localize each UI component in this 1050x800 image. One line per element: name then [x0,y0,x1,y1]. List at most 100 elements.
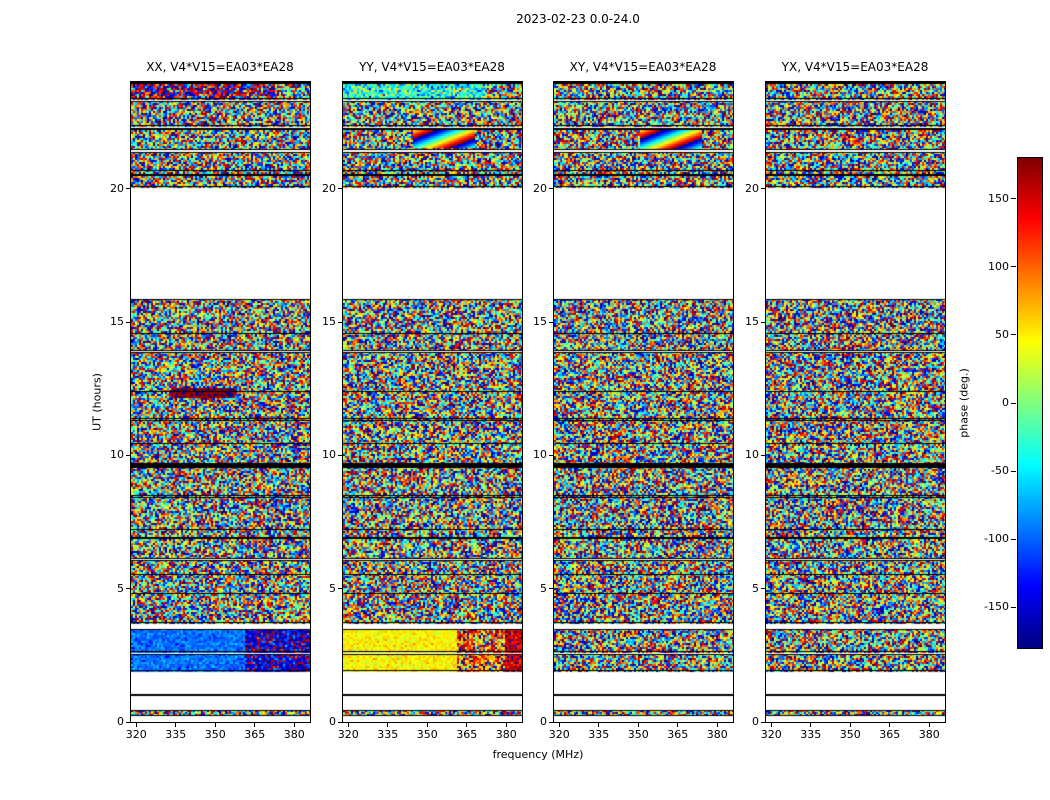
y-tick-label: 0 [117,715,124,728]
y-tick-mark [761,454,765,456]
x-tick-label: 320 [548,728,570,741]
x-tick-label: 380 [495,728,517,741]
x-tick-label: 320 [760,728,782,741]
colorbar-tick-mark [1011,606,1016,608]
y-tick-label: 10 [110,448,124,462]
y-tick-mark [761,588,765,590]
x-tick-mark [214,723,216,727]
colorbar-tick-mark [1011,198,1016,200]
x-tick-mark [387,723,389,727]
x-tick-label: 380 [706,728,728,741]
y-tick-label: 10 [745,448,759,462]
colorbar [1017,157,1043,649]
x-tick-mark [505,723,507,727]
x-tick-mark [677,723,679,727]
x-tick-mark [558,723,560,727]
x-tick-label: 365 [879,728,901,741]
y-tick-label: 15 [322,315,336,328]
x-tick-mark [254,723,256,727]
x-tick-mark [466,723,468,727]
x-axis-label: frequency (MHz) [492,748,584,761]
panel-yy [342,81,523,723]
x-tick-mark [293,723,295,727]
x-tick-mark [175,723,177,727]
x-tick-mark [889,723,891,727]
colorbar-tick-mark [1011,402,1016,404]
x-tick-mark [810,723,812,727]
panel-title-yx: YX, V4*V15=EA03*EA28 [781,60,929,74]
y-tick-label: 5 [117,581,124,595]
y-tick-mark [338,188,342,190]
y-tick-mark [549,454,553,456]
colorbar-tick-mark [1011,266,1016,268]
colorbar-tick-mark [1011,538,1016,540]
x-tick-label: 335 [377,728,399,741]
x-tick-label: 350 [839,728,861,741]
x-tick-label: 380 [283,728,305,741]
colorbar-canvas [1018,158,1042,648]
panel-title-xx: XX, V4*V15=EA03*EA28 [146,60,294,74]
colorbar-tick-mark [1011,334,1016,336]
y-tick-mark [338,588,342,590]
y-tick-mark [549,588,553,590]
x-tick-label: 335 [588,728,610,741]
x-tick-label: 335 [165,728,187,741]
y-tick-mark [761,321,765,323]
y-tick-mark [549,321,553,323]
x-tick-mark [637,723,639,727]
x-tick-label: 380 [918,728,940,741]
colorbar-tick-label: 0 [1002,396,1009,409]
y-tick-mark [761,721,765,723]
y-axis-label: UT (hours) [90,373,104,431]
panel-title-xy: XY, V4*V15=EA03*EA28 [569,60,717,74]
y-tick-mark [126,588,130,590]
x-tick-label: 365 [667,728,689,741]
heatmap-canvas-yy [343,82,522,722]
y-tick-label: 15 [745,315,759,328]
x-tick-mark [716,723,718,727]
colorbar-label: phase (deg.) [957,368,971,438]
x-tick-mark [135,723,137,727]
colorbar-tick-label: 150 [988,191,1009,205]
x-tick-mark [426,723,428,727]
y-tick-mark [549,721,553,723]
panel-title-yy: YY, V4*V15=EA03*EA28 [359,60,505,74]
x-tick-mark [347,723,349,727]
heatmap-canvas-xy [554,82,733,722]
y-tick-label: 15 [110,315,124,328]
y-tick-label: 10 [533,448,547,462]
x-tick-label: 335 [800,728,822,741]
y-tick-label: 15 [533,315,547,328]
y-tick-label: 5 [540,581,547,595]
y-tick-mark [338,721,342,723]
heatmap-canvas-yx [766,82,945,722]
y-tick-label: 20 [533,181,547,195]
y-tick-mark [549,188,553,190]
x-tick-mark [598,723,600,727]
colorbar-tick-mark [1011,470,1016,472]
x-tick-mark [849,723,851,727]
y-tick-mark [126,454,130,456]
y-tick-mark [338,454,342,456]
y-tick-mark [761,188,765,190]
colorbar-tick-label: 50 [995,327,1009,341]
x-tick-label: 365 [244,728,266,741]
figure-title: 2023-02-23 0.0-24.0 [516,12,640,26]
x-tick-label: 320 [125,728,147,741]
panel-xx [130,81,311,723]
x-tick-label: 350 [416,728,438,741]
y-tick-label: 5 [329,581,336,595]
y-tick-mark [126,188,130,190]
colorbar-tick-label: 100 [988,259,1009,273]
y-tick-label: 20 [745,181,759,195]
heatmap-canvas-xx [131,82,310,722]
x-tick-mark [928,723,930,727]
x-tick-mark [770,723,772,727]
y-tick-mark [126,721,130,723]
x-tick-label: 350 [627,728,649,741]
x-tick-label: 320 [337,728,359,741]
colorbar-tick-label: -150 [984,600,1009,614]
panel-yx [765,81,946,723]
y-tick-label: 20 [322,181,336,195]
